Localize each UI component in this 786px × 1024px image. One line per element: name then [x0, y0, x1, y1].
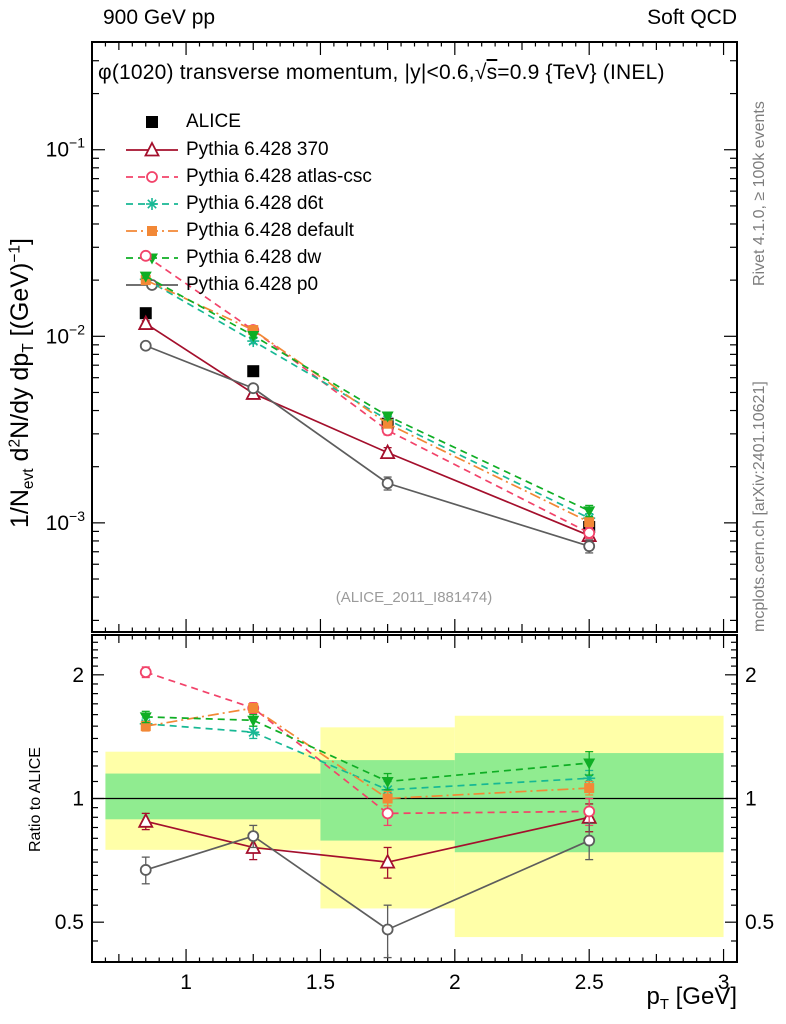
svg-text:1: 1 — [180, 971, 192, 994]
legend-label-pythia-d6t: Pythia 6.428 d6t — [186, 193, 324, 214]
svg-text:10−3: 10−3 — [46, 508, 86, 535]
svg-text:2: 2 — [72, 664, 84, 687]
svg-text:1: 1 — [745, 788, 757, 811]
svg-text:10−2: 10−2 — [46, 321, 86, 348]
legend-samples — [126, 116, 178, 291]
legend-label-pythia-dw: Pythia 6.428 dw — [186, 247, 322, 268]
svg-text:3: 3 — [718, 971, 730, 994]
legend-label-pythia-p0: Pythia 6.428 p0 — [186, 274, 319, 295]
svg-text:2.5: 2.5 — [575, 971, 604, 994]
svg-text:1: 1 — [72, 788, 84, 811]
axis-ticks — [92, 42, 737, 962]
svg-text:0.5: 0.5 — [745, 911, 774, 934]
ratio-y-axis-title: Ratio to ALICE — [27, 747, 44, 852]
uncertainty-bands — [105, 715, 724, 938]
main-y-axis-title: 1/Nevt d2N/dy dpT [(GeV)−1] — [6, 238, 37, 528]
rivet-version-note: Rivet 4.1.0, ≥ 100k events — [751, 101, 768, 286]
legend-label-pythia-atlas-csc: Pythia 6.428 atlas-csc — [186, 166, 372, 187]
series-dw — [139, 271, 596, 791]
observable-title: φ(1020) transverse momentum, |y|<0.6,√s=… — [98, 61, 665, 84]
series-default — [140, 275, 595, 807]
legend-label-pythia-default: Pythia 6.428 default — [186, 220, 354, 241]
x-axis-title: pT [GeV] — [646, 983, 737, 1013]
beam-energy-label: 900 GeV pp — [103, 6, 216, 29]
tick-labels: 1 1.5 2 2.5 3 10−1 10−2 10−3 2 2 1 1 0.5 0.5 — [46, 135, 775, 994]
svg-text:0.5: 0.5 — [55, 911, 84, 934]
analysis-watermark: (ALICE_2011_I881474) — [335, 589, 493, 606]
svg-text:1.5: 1.5 — [306, 971, 335, 994]
svg-text:10−1: 10−1 — [46, 135, 86, 162]
mcplots-attribution: mcplots.cern.ch [arXiv:2401.10621] — [751, 381, 768, 632]
series-alice — [139, 307, 596, 534]
legend-label-alice: ALICE — [186, 111, 241, 132]
process-group-label: Soft QCD — [647, 6, 737, 29]
legend-label-pythia-370: Pythia 6.428 370 — [186, 139, 329, 160]
svg-text:2: 2 — [745, 664, 757, 687]
series-p0 — [139, 339, 596, 959]
svg-text:2: 2 — [449, 971, 461, 994]
